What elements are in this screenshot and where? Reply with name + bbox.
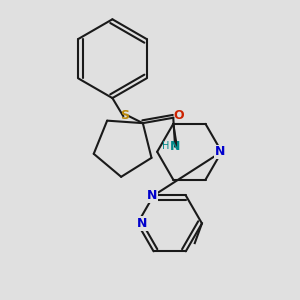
Text: N: N	[170, 140, 180, 153]
Text: N: N	[136, 217, 147, 230]
Text: S: S	[120, 110, 129, 122]
Text: O: O	[173, 110, 184, 122]
Text: N: N	[147, 189, 157, 202]
Text: H: H	[162, 141, 170, 152]
Text: N: N	[214, 145, 225, 158]
